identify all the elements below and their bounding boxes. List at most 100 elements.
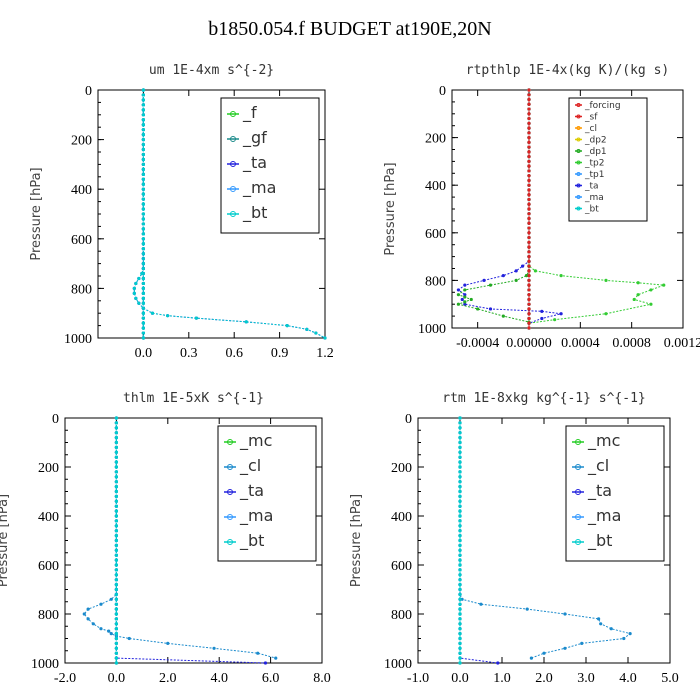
data-point	[527, 155, 531, 159]
data-point	[527, 97, 531, 102]
data-point	[563, 646, 567, 650]
data-point	[114, 592, 118, 597]
legend-marker	[575, 439, 581, 445]
data-point	[458, 622, 462, 626]
x-tick-label: 1.2	[316, 346, 334, 361]
y-axis-label: Pressure [hPa]	[29, 167, 44, 260]
data-point	[458, 646, 462, 650]
data-point	[527, 169, 531, 173]
data-point	[458, 597, 462, 601]
data-point	[527, 140, 531, 144]
data-point	[527, 207, 531, 211]
legend-label: _dp1	[584, 147, 607, 157]
x-tick-label: 0.0004	[561, 336, 600, 351]
data-point	[91, 622, 95, 626]
data-point	[150, 311, 155, 315]
series-line	[457, 256, 562, 324]
data-point	[527, 159, 531, 163]
data-point	[527, 307, 531, 311]
data-point	[114, 514, 118, 518]
x-tick-label: 0.0	[108, 671, 126, 686]
data-point	[141, 262, 145, 266]
series-line	[459, 418, 498, 664]
data-point	[527, 326, 531, 330]
data-point	[496, 661, 500, 665]
data-point	[458, 470, 462, 474]
data-point	[114, 656, 118, 660]
legend-box	[217, 425, 317, 562]
legend-marker	[227, 489, 233, 495]
data-point	[563, 612, 567, 616]
data-point	[114, 499, 118, 503]
data-point	[458, 475, 462, 479]
data-point	[527, 293, 531, 297]
data-point	[141, 123, 145, 127]
data-point	[527, 312, 531, 316]
data-point	[527, 107, 531, 111]
legend-label: _ma	[242, 178, 276, 198]
legend-marker	[576, 206, 581, 211]
data-point	[114, 636, 118, 641]
y-tick-label: 800	[425, 274, 446, 289]
data-point	[141, 247, 145, 251]
panel-1: um 1E-4xm s^{-2} Pressure [hPa] 0 200 400 600…	[29, 63, 334, 361]
data-point	[141, 316, 145, 320]
data-point	[458, 612, 462, 616]
legend-marker	[575, 539, 581, 545]
data-point	[458, 529, 462, 533]
data-point	[628, 632, 632, 636]
legend-marker	[227, 514, 233, 520]
data-point	[476, 307, 480, 311]
data-point	[132, 286, 136, 290]
legend-label: _dp2	[584, 136, 607, 146]
data-point	[632, 297, 636, 302]
data-point	[137, 301, 141, 305]
y-tick-label: 1000	[384, 657, 412, 672]
data-point	[527, 88, 531, 92]
data-point	[141, 227, 145, 231]
data-point	[114, 529, 118, 533]
data-point	[166, 314, 170, 318]
data-point	[114, 641, 118, 646]
series-line	[133, 253, 326, 339]
legend-label: _forcing	[584, 101, 621, 111]
y-tick-label: 1000	[418, 322, 446, 337]
data-point	[458, 421, 462, 425]
data-point	[527, 216, 531, 221]
x-tick-label: 4.0	[619, 671, 637, 686]
data-point	[527, 193, 531, 197]
data-point	[458, 534, 462, 538]
data-point	[488, 283, 493, 287]
data-point	[458, 592, 462, 597]
data-point	[114, 548, 118, 552]
legend-label: _ma	[239, 506, 273, 526]
legend-box	[220, 97, 320, 234]
data-point	[458, 538, 462, 543]
data-point	[458, 455, 462, 459]
data-point	[527, 150, 531, 154]
data-point	[114, 431, 118, 435]
legend-marker	[576, 114, 581, 119]
data-point	[114, 543, 118, 548]
data-point	[527, 245, 531, 249]
data-point	[141, 326, 145, 330]
panel-title: thlm 1E-5xK s^{-1}	[123, 391, 264, 406]
legend-marker	[576, 172, 581, 176]
legend-label: _f	[242, 103, 257, 123]
data-point	[141, 232, 145, 236]
data-point	[114, 661, 118, 665]
data-point	[458, 519, 462, 523]
data-point	[114, 426, 118, 430]
x-tick-label: 0.3	[180, 346, 198, 361]
data-point	[141, 296, 145, 300]
data-point	[141, 331, 145, 335]
data-point	[114, 460, 118, 464]
data-point	[527, 202, 531, 206]
data-point	[458, 543, 462, 548]
legend-marker	[230, 211, 236, 217]
data-point	[114, 485, 118, 489]
y-tick-label: 600	[71, 233, 92, 248]
x-tick-label: 8.0	[313, 671, 331, 686]
legend-marker	[227, 439, 233, 445]
legend-label: _ta	[239, 481, 264, 501]
